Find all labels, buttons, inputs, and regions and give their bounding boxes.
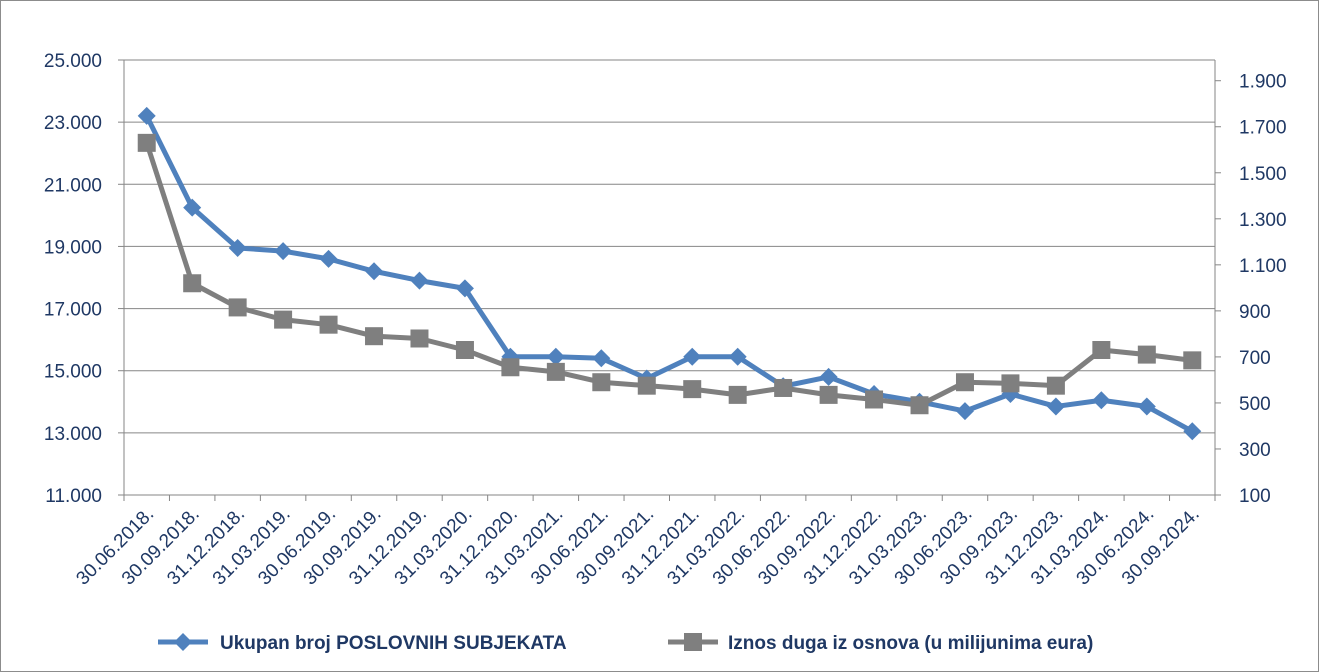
data-point-subjects: [728, 347, 747, 366]
right-tick-label: 300: [1239, 440, 1271, 461]
data-point-debt: [228, 298, 247, 317]
legend-label-debt: Iznos duga iz osnova (u milijunima eura): [728, 633, 1093, 654]
data-point-debt: [274, 310, 293, 329]
data-point-subjects: [137, 106, 156, 125]
right-tick-label: 700: [1239, 348, 1271, 369]
legend-label-subjects: Ukupan broj POSLOVNIH SUBJEKATA: [220, 633, 567, 654]
data-point-debt: [910, 396, 929, 415]
data-point-debt: [865, 390, 884, 409]
right-tick-label: 100: [1239, 486, 1271, 507]
data-point-debt: [683, 380, 702, 399]
left-tick-label: 15.000: [44, 362, 102, 383]
data-point-debt: [1092, 341, 1111, 359]
data-point-debt: [137, 133, 156, 152]
data-point-debt: [1046, 376, 1065, 395]
left-tick-label: 25.000: [44, 51, 102, 72]
data-point-debt: [592, 373, 611, 392]
right-tick-label: 1.300: [1239, 210, 1287, 231]
data-point-debt: [1183, 351, 1202, 370]
data-point-subjects: [1046, 397, 1065, 416]
data-point-subjects: [274, 242, 293, 261]
data-point-subjects: [955, 402, 974, 421]
left-tick-label: 13.000: [44, 424, 102, 445]
data-point-subjects: [183, 198, 202, 217]
right-tick-label: 500: [1239, 394, 1271, 415]
data-point-subjects: [592, 349, 611, 368]
data-point-subjects: [410, 271, 429, 290]
data-point-debt: [728, 385, 747, 404]
left-tick-label: 19.000: [44, 237, 102, 258]
left-tick-label: 23.000: [44, 113, 102, 134]
data-point-subjects: [319, 249, 338, 268]
data-point-subjects: [546, 347, 565, 366]
data-point-debt: [1001, 374, 1020, 393]
right-tick-label: 1.900: [1239, 72, 1287, 93]
data-point-debt: [955, 373, 974, 392]
data-point-subjects: [1183, 422, 1202, 441]
data-point-subjects: [365, 262, 384, 281]
left-tick-label: 21.000: [44, 175, 102, 196]
data-point-debt: [183, 274, 202, 293]
data-point-debt: [1137, 345, 1156, 364]
data-point-subjects: [228, 238, 247, 257]
legend-marker-subjects: [174, 633, 192, 651]
data-point-subjects: [455, 279, 474, 298]
right-tick-label: 1.700: [1239, 118, 1287, 139]
data-point-subjects: [1092, 391, 1111, 410]
right-tick-label: 900: [1239, 302, 1271, 323]
data-point-debt: [365, 327, 384, 346]
data-point-debt: [501, 358, 520, 377]
data-point-debt: [637, 376, 656, 395]
legend-marker-debt: [684, 633, 702, 651]
data-point-debt: [774, 378, 793, 397]
data-point-debt: [455, 341, 474, 359]
data-point-subjects: [1137, 397, 1156, 416]
left-tick-label: 11.000: [45, 486, 102, 507]
data-point-debt: [819, 385, 838, 404]
data-point-subjects: [683, 347, 702, 366]
left-tick-label: 17.000: [44, 300, 102, 321]
right-tick-label: 1.100: [1239, 256, 1287, 277]
data-point-subjects: [819, 367, 838, 386]
data-point-debt: [410, 329, 429, 348]
right-tick-label: 1.500: [1239, 164, 1287, 185]
data-point-debt: [546, 362, 565, 381]
data-point-debt: [319, 315, 338, 334]
